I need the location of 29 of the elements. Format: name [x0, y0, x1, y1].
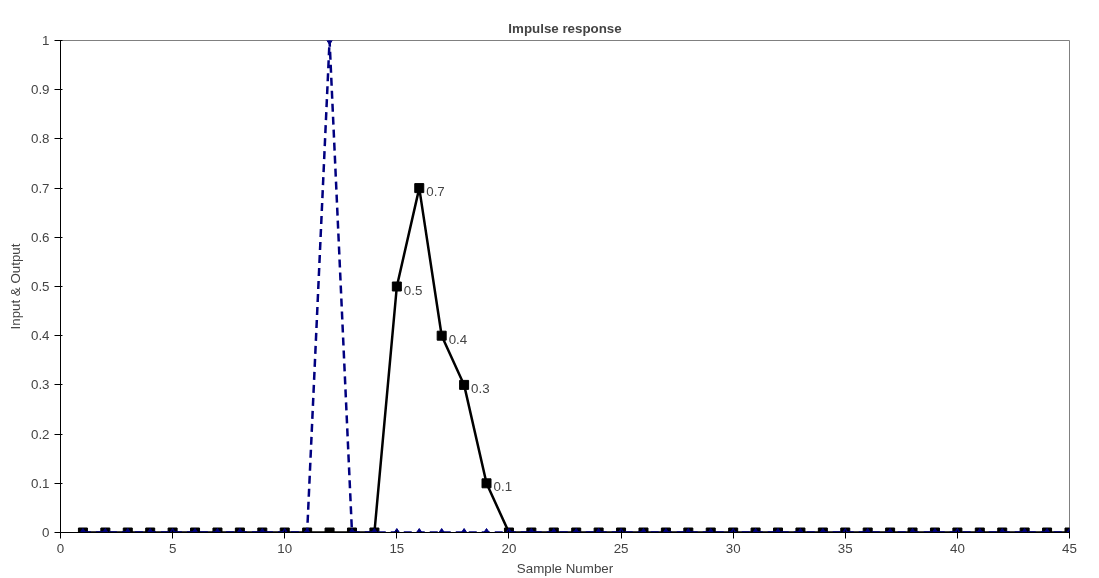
x-tick-label: 25 [613, 540, 629, 556]
y-tick-label: 0.5 [30, 279, 50, 294]
x-tick-label: 0 [56, 540, 65, 556]
data-label: 0.3 [471, 380, 490, 396]
y-tick-label: 0.4 [30, 328, 51, 344]
chart-title: Impulse response [508, 20, 622, 36]
x-tick-label: 30 [725, 540, 741, 556]
x-tick-label: 20 [501, 540, 517, 556]
x-tick-label: 45 [1062, 540, 1077, 556]
y-tick-label: 0.7 [30, 180, 50, 196]
data-label: 0.4 [448, 331, 468, 347]
y-tick-label: 0.1 [30, 475, 50, 491]
y-tick-label: 0 [42, 525, 50, 540]
y-axis-title: Input & Output [7, 243, 23, 330]
data-label: 0.5 [403, 282, 423, 298]
x-tick-label: 40 [949, 540, 965, 556]
x-axis-title: Sample Number [516, 560, 614, 576]
y-tick-label: 1 [42, 33, 50, 48]
x-tick-label: 5 [168, 540, 177, 556]
data-label: 0.7 [426, 184, 445, 200]
x-tick-label: 35 [837, 540, 853, 556]
y-tick-label: 0.6 [30, 229, 50, 245]
x-tick-label: 10 [277, 540, 293, 556]
y-tick-label: 0.2 [30, 426, 50, 442]
y-tick-label: 0.3 [30, 377, 50, 393]
data-label: 0.1 [493, 479, 513, 495]
y-tick-label: 0.8 [30, 131, 50, 147]
x-tick-label: 15 [389, 540, 405, 556]
y-tick-label: 0.9 [30, 82, 50, 98]
